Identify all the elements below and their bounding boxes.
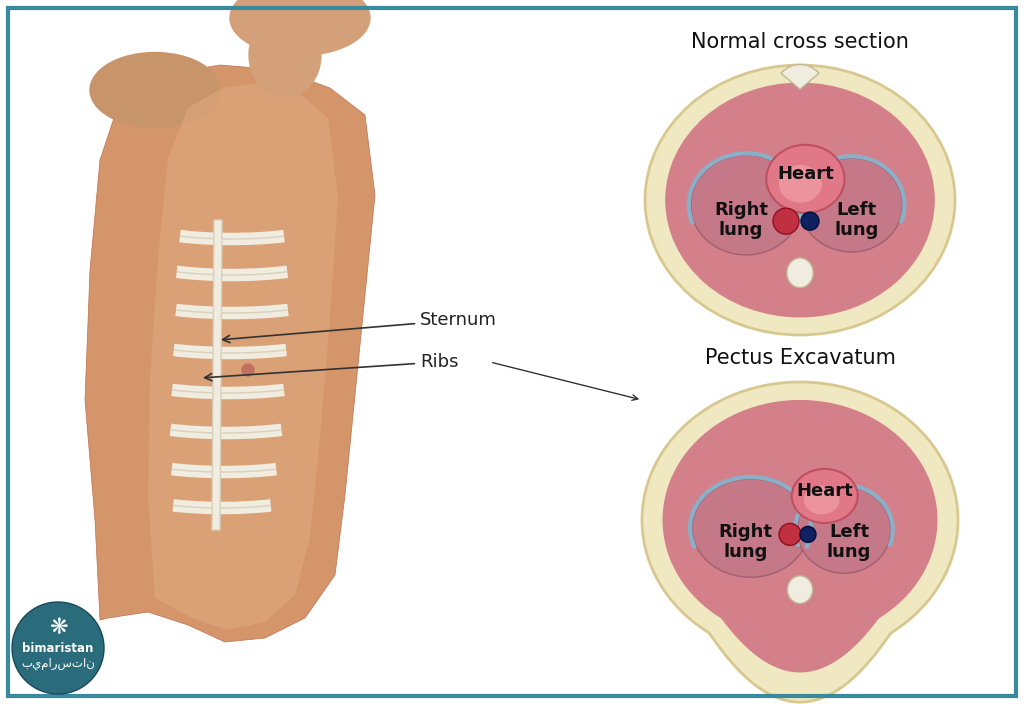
Text: Heart: Heart (777, 165, 834, 183)
Ellipse shape (804, 486, 840, 515)
Wedge shape (781, 65, 819, 89)
Ellipse shape (792, 469, 858, 523)
Text: Normal cross section: Normal cross section (691, 32, 909, 52)
Text: ❋: ❋ (49, 618, 68, 638)
Text: Ribs: Ribs (205, 353, 459, 381)
Ellipse shape (766, 145, 845, 213)
Text: Left
lung: Left lung (826, 522, 871, 561)
Text: Right
lung: Right lung (719, 522, 772, 561)
Text: bimaristan: bimaristan (23, 641, 93, 655)
Ellipse shape (786, 258, 813, 288)
Polygon shape (663, 400, 937, 672)
Circle shape (12, 602, 104, 694)
Ellipse shape (645, 65, 955, 335)
Circle shape (773, 208, 799, 234)
Text: بيمارستان: بيمارستان (22, 658, 95, 670)
Polygon shape (85, 65, 375, 642)
Text: Left
lung: Left lung (835, 201, 879, 239)
Text: Sternum: Sternum (222, 311, 497, 343)
Polygon shape (642, 382, 958, 702)
Circle shape (779, 523, 801, 546)
Ellipse shape (249, 13, 321, 97)
Ellipse shape (90, 53, 220, 127)
Text: Heart: Heart (797, 482, 853, 500)
Ellipse shape (798, 486, 891, 573)
Ellipse shape (787, 576, 813, 603)
Text: Right
lung: Right lung (714, 201, 768, 239)
Circle shape (801, 212, 819, 230)
Ellipse shape (800, 158, 902, 252)
Polygon shape (148, 82, 338, 630)
Polygon shape (212, 220, 222, 530)
Circle shape (242, 364, 254, 376)
Ellipse shape (691, 155, 802, 255)
Ellipse shape (692, 479, 809, 577)
Ellipse shape (230, 0, 370, 56)
Circle shape (800, 527, 816, 542)
Text: Pectus Excavatum: Pectus Excavatum (705, 348, 895, 368)
Ellipse shape (779, 165, 822, 203)
Ellipse shape (666, 82, 935, 318)
